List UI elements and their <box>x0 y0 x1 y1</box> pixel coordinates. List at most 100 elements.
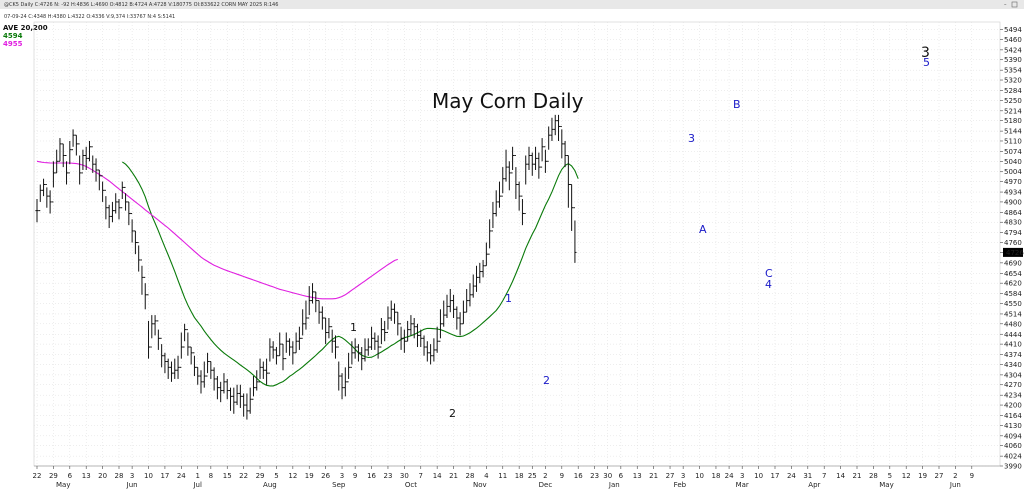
price-bar <box>369 326 374 350</box>
price-bar <box>205 352 210 377</box>
x-month-label: Jan <box>608 481 620 489</box>
y-tick-label: 4794 <box>1004 229 1022 237</box>
wave-label-black-3: 3 <box>921 45 930 61</box>
y-tick-label: 4130 <box>1004 422 1022 430</box>
x-month-label: Aug <box>263 481 277 489</box>
price-bar <box>71 129 75 151</box>
price-bar <box>471 274 475 298</box>
y-tick-label: 5494 <box>1004 26 1022 34</box>
y-tick-label: 5460 <box>1004 36 1022 44</box>
y-tick-label: 4480 <box>1004 320 1022 328</box>
price-bar <box>202 361 206 388</box>
price-bar <box>527 146 531 170</box>
y-tick-label: 4620 <box>1004 280 1022 288</box>
price-bar <box>110 201 115 223</box>
price-bar <box>478 262 482 284</box>
y-tick-label: 4970 <box>1004 178 1022 186</box>
price-bar <box>324 317 328 345</box>
price-bar <box>533 146 538 170</box>
price-bar <box>373 332 377 350</box>
x-month-label: Nov <box>473 481 487 489</box>
y-tick-label: 5320 <box>1004 77 1022 85</box>
wave-label-C: C <box>765 267 773 280</box>
x-tick-label: 14 <box>836 472 845 480</box>
price-bar <box>563 140 567 168</box>
x-tick-label: 22 <box>239 472 248 480</box>
price-bar <box>41 178 46 197</box>
price-bar <box>55 149 59 174</box>
price-bar <box>455 306 459 330</box>
y-tick-label: 5424 <box>1004 46 1022 54</box>
price-bar <box>307 286 311 319</box>
y-tick-label: 4270 <box>1004 381 1022 389</box>
price-bar <box>35 199 39 223</box>
price-bar <box>556 114 561 141</box>
plot-area <box>33 21 1001 467</box>
price-bar <box>389 300 393 321</box>
price-bar <box>530 152 534 176</box>
x-tick-label: 2 <box>543 472 547 480</box>
y-tick-label: 5214 <box>1004 107 1022 115</box>
price-bar <box>189 346 193 365</box>
maximize-icon[interactable] <box>1011 1 1018 8</box>
price-bar <box>350 341 354 368</box>
x-month-label: Jul <box>192 481 202 489</box>
x-month-label: Oct <box>405 481 417 489</box>
price-bar <box>107 204 111 229</box>
x-tick-label: 21 <box>853 472 862 480</box>
x-tick-label: 5 <box>888 472 892 480</box>
x-tick-label: 15 <box>223 472 232 480</box>
y-tick-label: 4304 <box>1004 371 1022 379</box>
price-bar <box>81 149 85 174</box>
price-bar <box>550 117 554 141</box>
x-tick-label: 30 <box>400 472 409 480</box>
x-tick-label: 19 <box>918 472 927 480</box>
wave-label-black-1: 1 <box>350 321 357 334</box>
price-bar <box>481 259 485 278</box>
price-bar <box>261 361 265 379</box>
price-bar <box>333 335 338 359</box>
price-bar <box>58 138 62 162</box>
x-tick-label: 3 <box>740 472 744 480</box>
price-bar <box>61 143 65 168</box>
x-tick-label: 18 <box>711 472 720 480</box>
x-tick-label: 12 <box>902 472 911 480</box>
price-bar <box>347 352 351 383</box>
price-bar <box>225 378 229 400</box>
y-tick-label: 4410 <box>1004 341 1022 349</box>
price-bar <box>140 259 144 295</box>
x-tick-label: 3 <box>130 472 134 480</box>
price-bar <box>566 154 570 208</box>
price-bar <box>166 358 170 379</box>
x-tick-label: 10 <box>695 472 704 480</box>
y-tick-label: 4094 <box>1004 432 1022 440</box>
y-tick-label: 5040 <box>1004 158 1022 166</box>
x-tick-label: 28 <box>115 472 124 480</box>
minimize-icon[interactable]: – <box>1004 2 1007 8</box>
price-bar <box>465 288 469 313</box>
y-tick-label: 4444 <box>1004 331 1022 339</box>
price-bar <box>255 370 259 391</box>
x-tick-label: 24 <box>177 472 186 480</box>
price-bar <box>425 341 429 362</box>
price-bar <box>117 199 121 220</box>
price-bar <box>258 358 262 383</box>
y-tick-label: 4200 <box>1004 402 1022 410</box>
price-bar <box>402 329 406 353</box>
price-bar <box>547 126 551 162</box>
price-bar <box>196 366 200 385</box>
y-tick-label: 4340 <box>1004 361 1022 369</box>
price-bar <box>376 335 380 359</box>
x-month-label: Mar <box>736 481 749 489</box>
y-tick-label: 5180 <box>1004 117 1022 125</box>
price-bar <box>169 361 174 382</box>
gridlines <box>34 22 1000 467</box>
x-month-label: Dec <box>539 481 553 489</box>
price-bar <box>48 190 52 214</box>
price-bar <box>343 367 347 397</box>
price-bar <box>228 387 233 411</box>
price-bar <box>68 140 72 174</box>
x-tick-label: 6 <box>619 472 624 480</box>
price-bar <box>524 155 528 215</box>
x-tick-label: 13 <box>82 472 91 480</box>
